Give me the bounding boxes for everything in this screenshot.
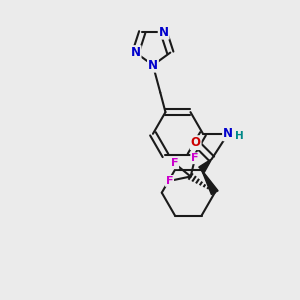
Text: N: N xyxy=(159,26,169,39)
Text: O: O xyxy=(190,136,201,149)
Text: F: F xyxy=(171,158,178,168)
Text: N: N xyxy=(223,127,233,140)
Text: N: N xyxy=(148,59,158,72)
Polygon shape xyxy=(202,170,218,195)
Text: H: H xyxy=(235,131,244,141)
Text: F: F xyxy=(191,153,199,163)
Polygon shape xyxy=(199,159,212,172)
Text: F: F xyxy=(166,176,173,186)
Text: N: N xyxy=(130,46,141,59)
